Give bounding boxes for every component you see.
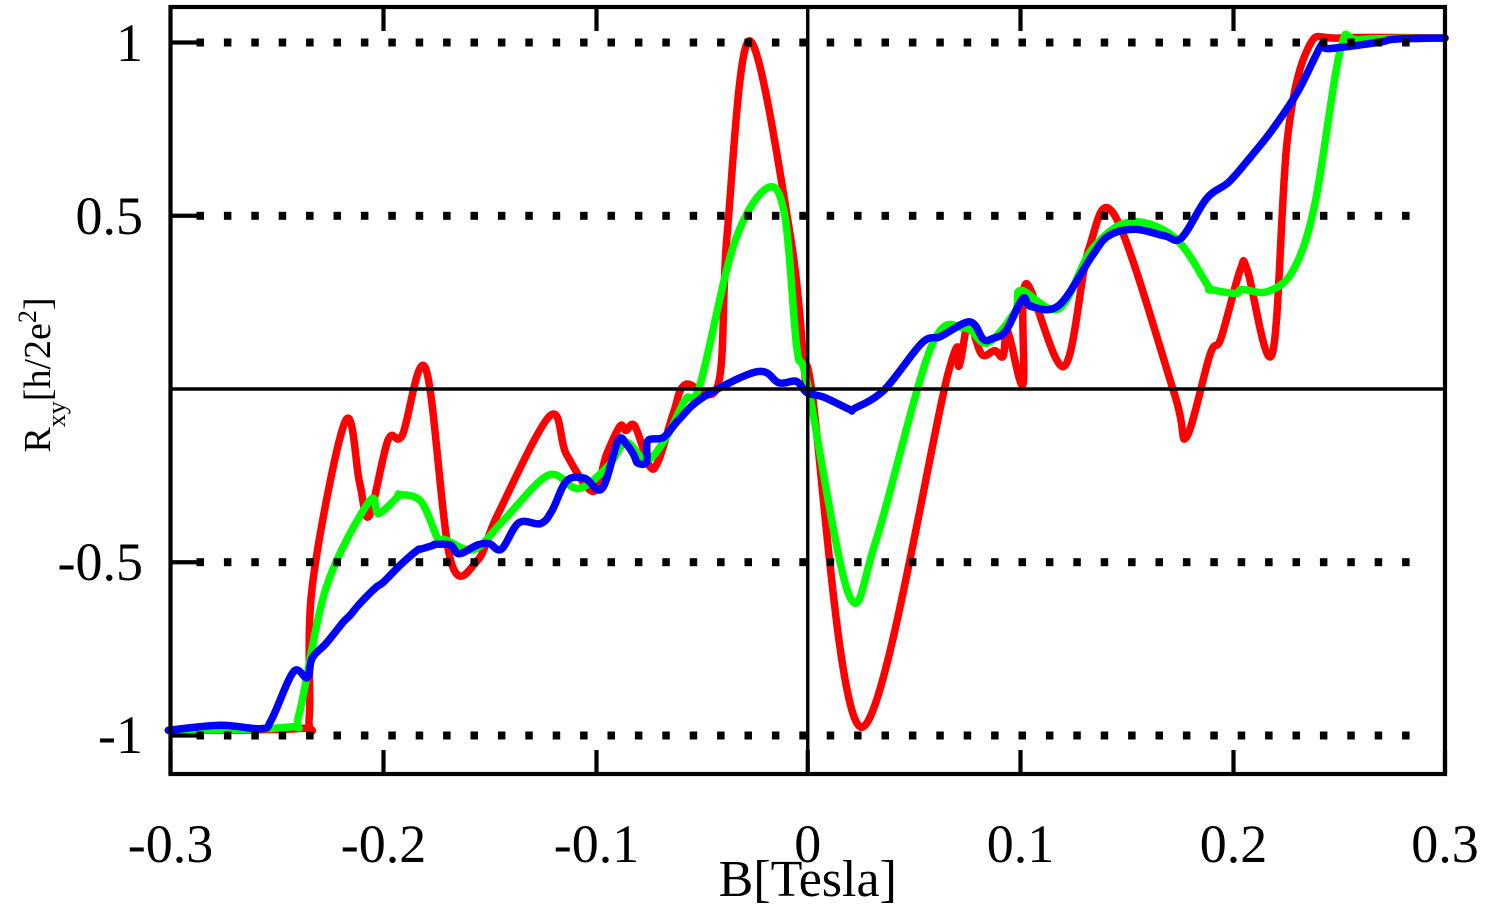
svg-text:0.3: 0.3 [1411, 814, 1479, 874]
svg-text:-0.3: -0.3 [128, 814, 213, 874]
svg-text:Rxy[h/2e2]: Rxy[h/2e2] [13, 297, 71, 452]
svg-text:-0.1: -0.1 [554, 814, 639, 874]
svg-text:0.2: 0.2 [1200, 814, 1268, 874]
svg-text:1: 1 [116, 13, 143, 73]
svg-text:B[Tesla]: B[Tesla] [719, 851, 897, 908]
svg-text:-0.2: -0.2 [341, 814, 426, 874]
svg-text:-1: -1 [98, 705, 143, 765]
svg-text:0.5: 0.5 [76, 186, 144, 246]
svg-text:-0.5: -0.5 [58, 532, 143, 592]
svg-text:0.1: 0.1 [987, 814, 1055, 874]
